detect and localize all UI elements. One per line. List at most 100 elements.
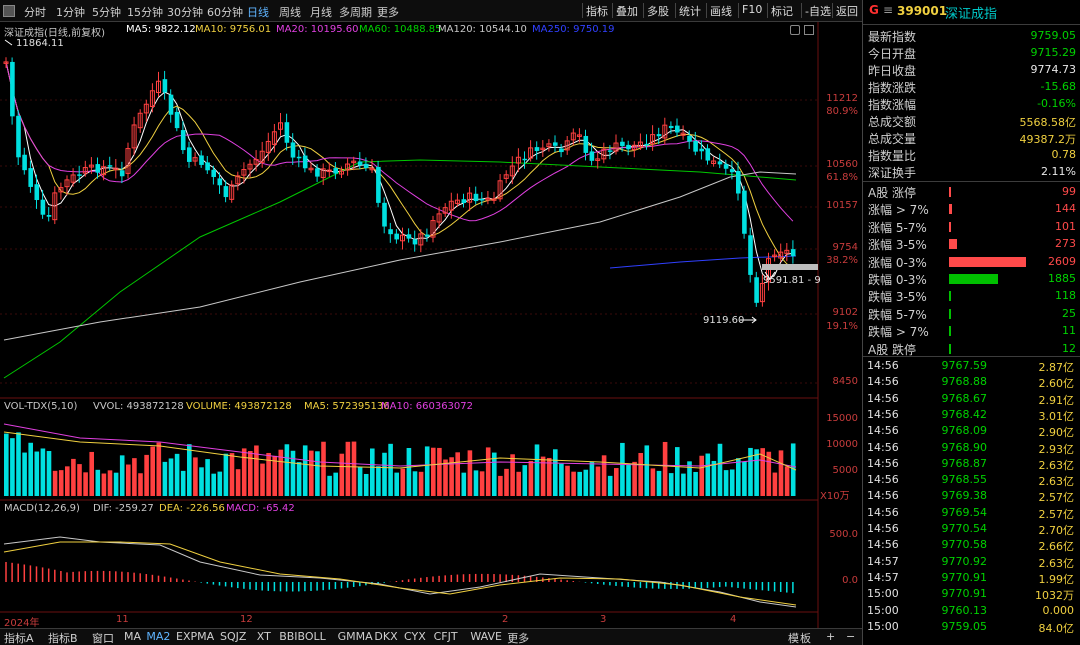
tool-button-4[interactable]: 画线 [710, 5, 732, 18]
breadth-bar [949, 308, 951, 319]
tool-button-2[interactable]: 多股 [647, 5, 669, 18]
bottom-right-control-3[interactable]: − [846, 630, 856, 643]
indicator-tab-11[interactable]: CYX [404, 630, 426, 643]
volume-bar [205, 459, 210, 496]
bottom-right-control-1[interactable]: 板 [800, 632, 811, 645]
indicator-tab-8[interactable]: BBIBOLL [279, 630, 326, 643]
cursor-price-label: 9591.81 - 9 [763, 275, 821, 286]
candle-body [131, 124, 137, 149]
candle-body [699, 148, 704, 152]
indicator-tab-13[interactable]: WAVE [470, 630, 502, 643]
volume-bar [290, 450, 296, 496]
window-toggle-icon[interactable] [804, 25, 814, 35]
volume-bar [174, 453, 180, 496]
tool-button-3[interactable]: 统计 [679, 5, 701, 18]
tick-price: 9768.42 [941, 407, 988, 421]
candle-body [418, 233, 424, 246]
period-tab-0[interactable]: 分时 [24, 6, 46, 19]
candle-body [742, 190, 747, 234]
volume-bar [107, 470, 113, 496]
tick-amount: 2.63亿 [1038, 475, 1075, 489]
tool-button-7[interactable]: -自选 [805, 5, 831, 18]
indicator-tab-14[interactable]: 更多 [507, 632, 530, 645]
pct-axis-label: 38.2% [826, 255, 858, 266]
indicator-tab-2[interactable]: 窗口 [92, 632, 114, 645]
tool-button-1[interactable]: 叠加 [616, 5, 638, 18]
candle-body [467, 192, 473, 203]
candle-body [382, 202, 387, 227]
candle-body [485, 197, 491, 201]
period-tab-6[interactable]: 日线 [247, 6, 269, 19]
candle-body [339, 170, 344, 175]
indicator-tab-12[interactable]: CFJT [433, 630, 458, 643]
volume-bar [193, 457, 198, 496]
period-tab-3[interactable]: 15分钟 [127, 6, 163, 19]
macd-axis-label: 500.0 [829, 529, 858, 540]
volume-legend-2: VOLUME: 493872128 [186, 401, 292, 412]
stat-value: 9774.73 [1030, 63, 1077, 76]
volume-bar [168, 458, 174, 496]
period-tab-10[interactable]: 更多 [377, 6, 399, 19]
candle-body [363, 163, 369, 168]
volume-bar [77, 464, 82, 496]
macd-legend-2: DEA: -226.56 [159, 503, 225, 514]
period-tab-5[interactable]: 60分钟 [207, 6, 243, 19]
g-icon[interactable]: G [869, 3, 879, 17]
indicator-tab-0[interactable]: 指标A [4, 632, 34, 645]
indicator-tab-1[interactable]: 指标B [48, 632, 78, 645]
chart-area[interactable] [0, 22, 862, 628]
volume-bar [272, 455, 277, 496]
tick-time: 14:57 [867, 554, 899, 568]
candle-body [180, 130, 186, 151]
indicator-tab-3[interactable]: MA [124, 630, 142, 643]
tick-time: 14:56 [867, 456, 899, 470]
candle-body [559, 148, 564, 153]
period-tab-1[interactable]: 1分钟 [56, 6, 85, 19]
volume-bar [675, 447, 680, 496]
volume-bar [187, 444, 192, 496]
tool-button-6[interactable]: 标记 [771, 5, 793, 18]
menu-icon[interactable]: ≡ [883, 3, 894, 17]
period-tab-8[interactable]: 月线 [310, 6, 332, 19]
indicator-tab-6[interactable]: SQJZ [220, 630, 247, 643]
volume-bar [351, 441, 357, 496]
tick-amount: 2.70亿 [1038, 524, 1075, 537]
candle-body [778, 251, 784, 259]
tick-time: 15:00 [867, 587, 899, 601]
volume-bar [345, 441, 351, 496]
volume-bar [180, 470, 186, 496]
tool-button-0[interactable]: 指标 [586, 5, 608, 18]
indicator-tab-5[interactable]: EXPMA [176, 630, 215, 643]
candle-body [247, 163, 253, 170]
volume-bar [71, 458, 76, 496]
candle-body [497, 180, 503, 200]
indicator-tab-7[interactable]: XT [256, 630, 271, 643]
period-tab-9[interactable]: 多周期 [339, 6, 372, 19]
candle-body [759, 282, 765, 303]
settings-icon[interactable] [790, 25, 800, 35]
period-tab-4[interactable]: 30分钟 [167, 6, 203, 19]
tick-price: 9768.87 [941, 456, 988, 470]
volume-bar [309, 450, 314, 496]
indicator-tab-10[interactable]: DKX [374, 630, 398, 643]
tool-button-5[interactable]: F10 [742, 3, 763, 16]
candle-body [540, 147, 546, 151]
xaxis-label: 12 [240, 614, 253, 625]
bottom-right-control-0[interactable]: 模 [788, 632, 799, 645]
period-tab-7[interactable]: 周线 [279, 6, 301, 19]
candle-body [229, 184, 235, 200]
bottom-right-control-2[interactable]: + [826, 630, 836, 643]
index-code: 399001 [897, 4, 948, 18]
volume-bar [58, 470, 64, 496]
period-tab-2[interactable]: 5分钟 [92, 6, 121, 19]
volume-bar [729, 469, 735, 496]
indicator-tab-4[interactable]: MA2 [146, 630, 171, 643]
indicator-tab-9[interactable]: GMMA [337, 630, 373, 643]
volume-axis-label: 15000 [826, 413, 858, 424]
tool-button-8[interactable]: 返回 [836, 5, 858, 18]
volume-bar [766, 451, 772, 496]
candle-body [284, 122, 290, 143]
tick-time: 14:56 [867, 375, 899, 389]
volume-bar [455, 452, 460, 496]
volume-bar [748, 447, 753, 496]
